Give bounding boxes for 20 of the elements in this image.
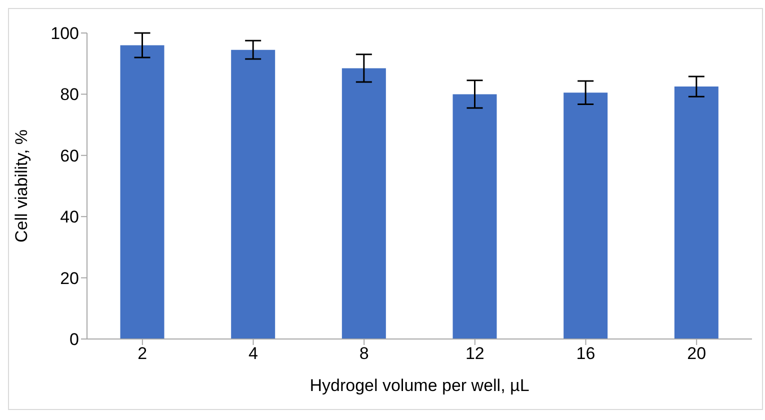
- x-tick-label: 16: [576, 344, 596, 364]
- x-tick-label: 8: [359, 344, 369, 364]
- y-tick-label: 20: [60, 268, 79, 288]
- x-tick-label: 20: [687, 344, 706, 364]
- x-tick-label: 2: [138, 344, 148, 364]
- y-axis-title: Cell viability, %: [12, 129, 32, 243]
- y-tick-label: 0: [70, 330, 79, 350]
- x-axis-title: Hydrogel volume per well, µL: [310, 376, 530, 395]
- x-tick-label: 4: [248, 344, 258, 364]
- y-tick-label: 60: [60, 146, 79, 166]
- x-tick-label: 12: [465, 344, 484, 364]
- bar: [452, 94, 497, 339]
- bar: [120, 45, 164, 339]
- y-tick-label: 100: [50, 24, 79, 44]
- y-tick-label: 80: [60, 85, 79, 104]
- bar: [342, 68, 386, 339]
- bar: [674, 86, 718, 339]
- bar: [231, 50, 276, 339]
- bar: [564, 92, 608, 339]
- y-tick-label: 40: [60, 208, 79, 227]
